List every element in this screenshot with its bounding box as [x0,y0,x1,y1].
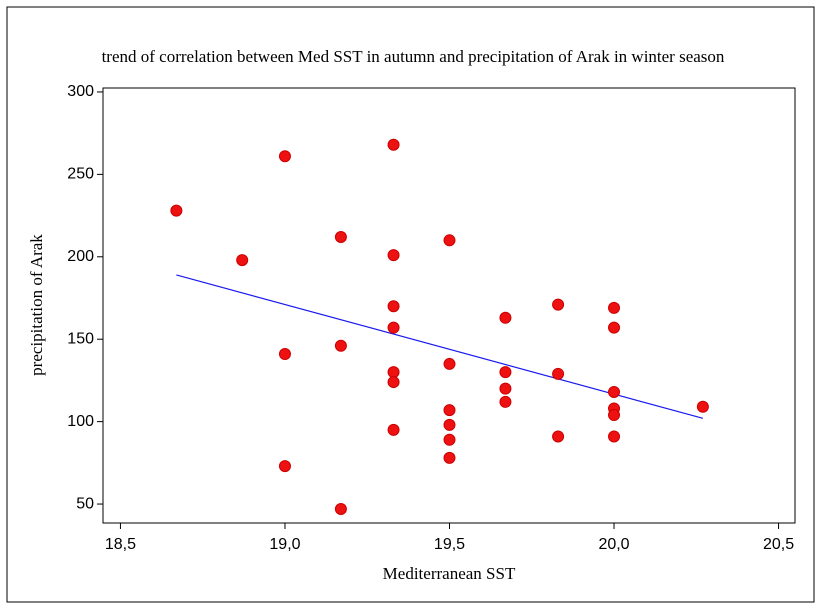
point [278,348,291,361]
point [387,249,400,262]
point [334,339,347,352]
point [552,430,565,443]
y-tick-label: 200 [67,248,94,265]
x-axis-label: Mediterranean SST [383,564,516,583]
x-tick-label: 20,0 [598,536,629,553]
point [552,367,565,380]
y-tick-label: 100 [67,413,94,430]
point [278,460,291,473]
point [387,423,400,436]
point [499,395,512,408]
y-axis-label: precipitation of Arak [27,234,46,376]
point [443,418,456,431]
point [608,385,621,398]
x-tick-label: 19,5 [434,536,465,553]
trend-line [176,274,704,419]
point [608,301,621,314]
point [443,404,456,417]
point [443,451,456,464]
point [387,366,400,379]
x-tick-label: 19,0 [269,536,300,553]
point [387,321,400,334]
point [696,400,709,413]
point [387,300,400,313]
point [608,430,621,443]
point [499,366,512,379]
point [552,298,565,311]
point [499,311,512,324]
chart-title: trend of correlation between Med SST in … [102,47,725,66]
y-tick-label: 250 [67,166,94,183]
point [278,150,291,163]
x-tick-label: 20,5 [763,536,794,553]
point [236,254,249,267]
point [170,204,183,217]
point [334,231,347,244]
point [443,234,456,247]
point [443,357,456,370]
x-tick-label: 18,5 [105,536,136,553]
point [608,321,621,334]
y-tick-label: 300 [67,83,94,100]
y-tick-label: 50 [76,495,94,512]
point [334,502,347,515]
point [608,409,621,422]
y-tick-label: 150 [67,330,94,347]
frame [6,6,815,603]
point [387,376,400,389]
point [499,382,512,395]
point [387,138,400,151]
point [443,433,456,446]
